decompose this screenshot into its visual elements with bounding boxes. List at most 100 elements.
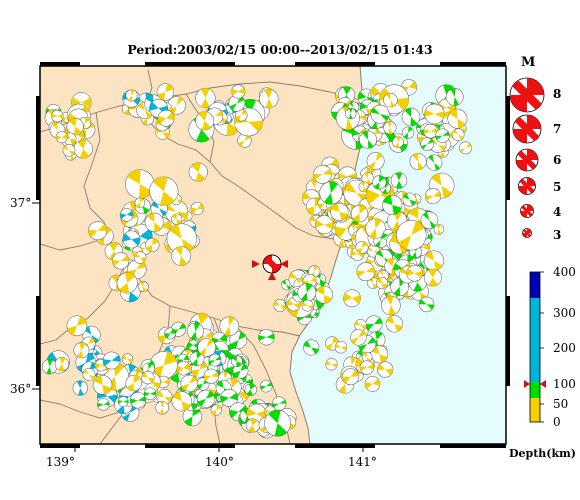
focal-mechanism-237 <box>390 172 408 189</box>
focal-mechanism-367 <box>451 128 465 141</box>
focal-mechanism-646 <box>133 251 147 264</box>
map-title: Period:2003/02/15 00:00--2013/02/15 01:4… <box>127 42 433 57</box>
magnitude-label-8: 8 <box>553 87 562 101</box>
focal-mechanism-669 <box>195 87 216 109</box>
focal-mechanism-633 <box>166 223 197 254</box>
focal-mechanism-688 <box>234 108 248 122</box>
focal-mechanism-368 <box>424 103 445 125</box>
depth-label-300: 300 <box>553 306 576 320</box>
focal-mechanism-353 <box>409 153 427 171</box>
map-frame <box>39 65 507 445</box>
focal-mechanism-518 <box>196 389 215 408</box>
focal-mechanism-645 <box>188 162 208 182</box>
focal-mechanism-504 <box>164 327 176 340</box>
focal-mechanism-577 <box>129 392 147 409</box>
focal-mechanism-511 <box>219 316 240 336</box>
focal-mechanism-286 <box>382 194 403 216</box>
focal-mechanism-644 <box>190 202 204 216</box>
focal-mechanism-599 <box>102 351 121 370</box>
focal-mechanism-759 <box>157 109 175 127</box>
focal-mechanism-631 <box>149 176 179 206</box>
highlight-marker-triangles <box>252 260 288 280</box>
highlight-event <box>262 254 282 274</box>
focal-mechanism-339 <box>370 104 390 124</box>
depth-colorbar <box>524 271 546 423</box>
focal-mechanism-327 <box>383 92 398 108</box>
magnitude-label-7: 7 <box>553 122 562 136</box>
focal-mechanism-148 <box>330 202 349 221</box>
focal-mechanism-578 <box>125 374 142 392</box>
focal-mechanism-709 <box>325 358 338 371</box>
focal-mechanism-262 <box>423 250 445 271</box>
lon-tick-139: 139° <box>46 455 75 469</box>
magnitude-symbol-6 <box>515 148 539 172</box>
focal-mechanism-597 <box>66 315 88 337</box>
focal-mechanism-362 <box>447 108 468 129</box>
focal-mechanism-708 <box>354 319 367 332</box>
focal-mechanism-667 <box>62 144 76 157</box>
focal-mechanism-335 <box>383 121 397 135</box>
focal-mechanism-515 <box>258 328 275 346</box>
focal-mechanism-269 <box>350 204 369 223</box>
focal-mechanism-640 <box>88 221 108 241</box>
focal-mechanism-529 <box>208 353 222 367</box>
map-tick-marks <box>32 202 364 452</box>
focal-mechanism-365 <box>445 88 464 106</box>
focal-mechanism-685 <box>237 133 252 148</box>
focal-mechanism-574 <box>155 400 169 415</box>
focal-mechanism-289 <box>406 264 424 282</box>
focal-mechanism-595 <box>92 375 113 395</box>
focal-mechanism-258 <box>343 289 361 308</box>
focal-mechanism-714 <box>377 361 394 378</box>
lat-tick-37: 37° <box>10 196 32 210</box>
focal-mechanism-531 <box>189 351 205 367</box>
focal-mechanism-322 <box>359 130 377 149</box>
focal-mechanism-716 <box>334 340 348 354</box>
focal-mechanism-636 <box>116 272 138 294</box>
magnitude-scale-symbols <box>509 77 545 238</box>
focal-mechanism-702 <box>364 376 381 392</box>
lon-tick-141: 141° <box>348 455 377 469</box>
magnitude-symbol-7 <box>512 114 542 144</box>
focal-mechanism-693 <box>231 84 246 99</box>
focal-mechanism-373 <box>426 154 443 171</box>
focal-mechanism-321 <box>401 126 415 139</box>
focal-mechanism-266 <box>433 224 445 235</box>
map-border-ticks <box>36 62 510 448</box>
focal-mechanism-538 <box>197 338 216 357</box>
focal-mechanism-622 <box>171 213 183 225</box>
focal-mechanism-239 <box>356 262 376 282</box>
focal-mechanism-231 <box>424 188 442 205</box>
depth-label-400: 400 <box>553 265 576 279</box>
focal-mechanism-643 <box>144 212 164 232</box>
lat-tick-36: 36° <box>10 382 32 396</box>
focal-mechanism-435 <box>229 331 248 349</box>
focal-mechanism-374 <box>435 128 450 143</box>
focal-mechanism-337 <box>345 107 357 120</box>
focal-mechanism-613 <box>137 281 149 292</box>
focal-mechanism-372 <box>423 123 438 139</box>
focal-mechanism-281 <box>381 295 401 316</box>
focal-mechanism-637 <box>134 197 146 209</box>
focal-mechanism-598 <box>73 342 90 359</box>
focal-mechanism-283 <box>375 277 389 290</box>
focal-mechanism-525 <box>176 360 191 376</box>
magnitude-label-4: 4 <box>553 205 562 219</box>
focal-mechanism-453 <box>210 404 222 416</box>
focal-mechanism-209 <box>365 315 383 333</box>
focal-mechanism-419 <box>301 299 314 312</box>
magnitude-symbol-3 <box>522 228 532 238</box>
focal-mechanism-717 <box>361 351 373 363</box>
focal-mechanism-253 <box>418 296 435 313</box>
focal-mechanism-394 <box>273 299 287 312</box>
focal-mechanism-635 <box>171 246 191 266</box>
depth-label-50: 50 <box>553 397 569 411</box>
focal-mechanism-268 <box>365 218 386 239</box>
focal-mechanism-718 <box>359 360 374 375</box>
magnitude-symbol-8 <box>509 77 545 113</box>
focal-mechanism-743 <box>264 409 291 437</box>
focal-mechanism-264 <box>366 152 385 170</box>
focal-mechanism-symbols <box>41 79 472 439</box>
focal-mechanism-285 <box>402 192 417 207</box>
